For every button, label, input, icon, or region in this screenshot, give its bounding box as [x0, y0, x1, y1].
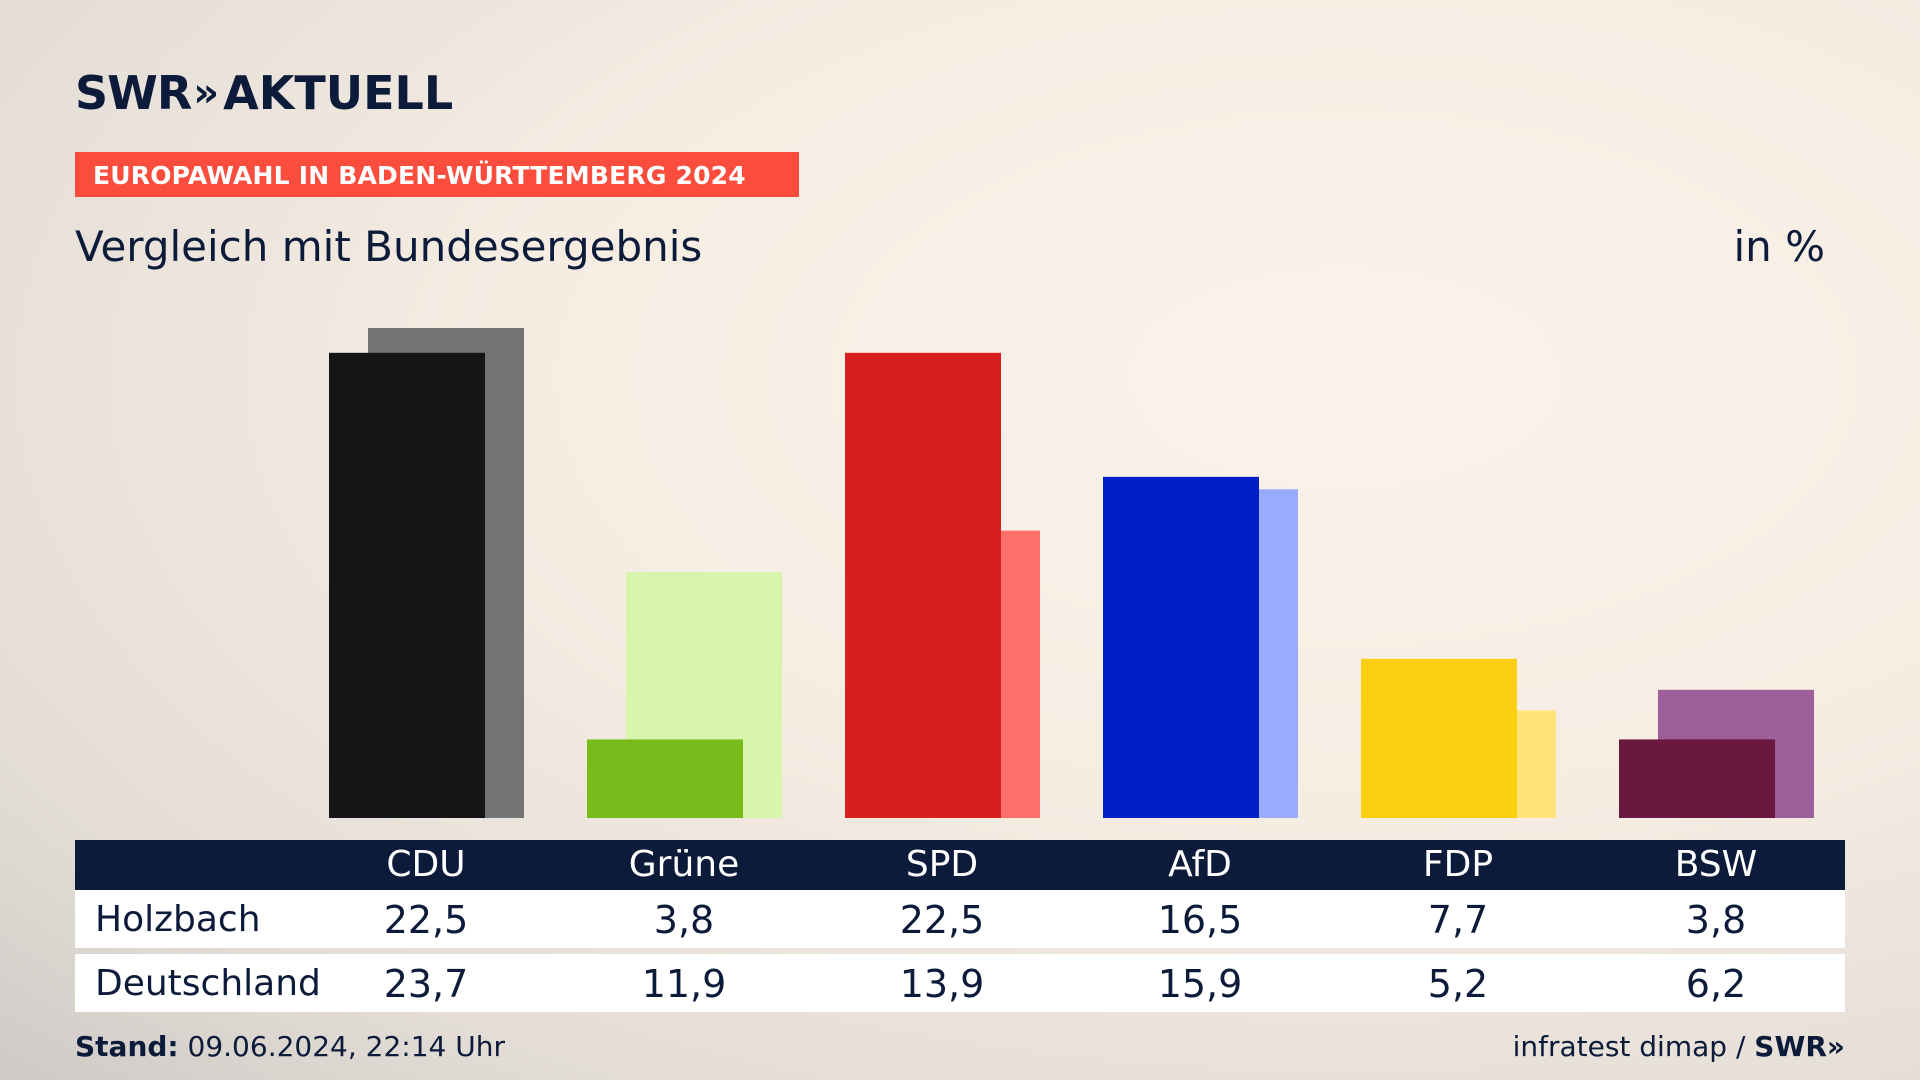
column-header: AfD: [1168, 844, 1232, 885]
bar-bsw-holzbach: [1619, 739, 1775, 818]
logo-swr-text: SWR: [75, 66, 192, 120]
column-header: CDU: [386, 844, 466, 885]
table-row: Deutschland 23,7 11,9 13,9 15,9 5,2 6,2: [75, 954, 1845, 1012]
table-cell: 3,8: [653, 898, 715, 942]
table-cell: 11,9: [641, 962, 727, 1006]
row-label: Deutschland: [95, 963, 321, 1004]
table-cell: 22,5: [383, 898, 469, 942]
chart-unit: in %: [1733, 222, 1825, 271]
column-header: FDP: [1422, 844, 1494, 885]
table-cell: 22,5: [899, 898, 985, 942]
table-cell: 15,9: [1157, 962, 1243, 1006]
table-row: Holzbach 22,5 3,8 22,5 16,5 7,7 3,8: [75, 890, 1845, 948]
table-cell: 23,7: [383, 962, 469, 1006]
bar-fdp-holzbach: [1361, 658, 1517, 818]
source-text: infratest dimap /: [1512, 1030, 1746, 1063]
table-header: CDU Grüne SPD AfD FDP BSW: [75, 840, 1845, 890]
bar-afd-holzbach: [1103, 476, 1259, 818]
source-credit: infratest dimap / SWR»: [1513, 1030, 1845, 1063]
stand-value: 09.06.2024, 22:14 Uhr: [187, 1030, 505, 1063]
table-cell: 5,2: [1427, 962, 1489, 1006]
results-table: CDU Grüne SPD AfD FDP BSW Holzbach 22,5 3,8 22,…: [75, 840, 1845, 1012]
column-header: SPD: [905, 844, 979, 885]
column-header: Grüne: [628, 844, 740, 885]
bar-cdu-holzbach: [329, 352, 485, 818]
bar-spd-holzbach: [845, 352, 1001, 818]
logo-aktuell-text: AKTUELL: [223, 66, 454, 120]
table-cell: 13,9: [899, 962, 985, 1006]
table-cell: 3,8: [1685, 898, 1747, 942]
banner-text: EUROPAWAHL IN BADEN-WÜRTTEMBERG 2024: [93, 161, 746, 190]
table-cell: 6,2: [1685, 962, 1747, 1006]
table-cell: 16,5: [1157, 898, 1243, 942]
table-cell: 7,7: [1427, 898, 1489, 942]
timestamp: Stand: 09.06.2024, 22:14 Uhr: [75, 1030, 505, 1063]
column-header: BSW: [1674, 844, 1758, 885]
chart-subtitle: Vergleich mit Bundesergebnis: [75, 222, 703, 271]
swr-aktuell-logo: SWR » AKTUELL: [75, 66, 453, 120]
source-brand: SWR»: [1754, 1030, 1845, 1063]
election-banner: EUROPAWAHL IN BADEN-WÜRTTEMBERG 2024: [75, 152, 799, 197]
bar-grüne-holzbach: [587, 739, 743, 818]
stand-label: Stand:: [75, 1030, 179, 1063]
row-label: Holzbach: [95, 899, 261, 940]
bar-chart: [329, 328, 1814, 818]
